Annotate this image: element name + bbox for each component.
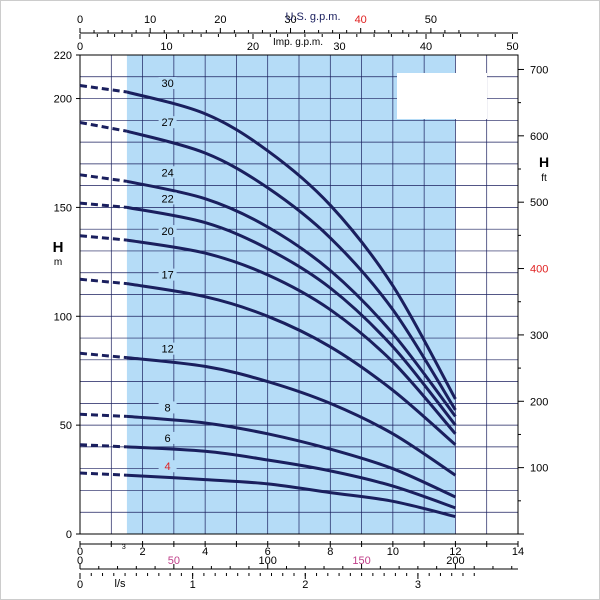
right-tick-label: 200 bbox=[530, 396, 548, 408]
curve-label-12: 12 bbox=[161, 344, 173, 356]
curve-label-bg bbox=[158, 268, 177, 281]
curve-8-dashed bbox=[79, 412, 127, 418]
bottom2-tick-label: 50 bbox=[168, 555, 180, 567]
bottom3-tick-label: 2 bbox=[302, 579, 308, 591]
curve-24 bbox=[126, 179, 457, 418]
bottom1-tick-label: 2 bbox=[140, 546, 146, 558]
top1-axis-label: U.S. g.p.m. bbox=[285, 11, 340, 23]
bottom2-tick-label: 0 bbox=[77, 555, 83, 567]
curve-12 bbox=[126, 356, 457, 477]
left-tick-label: 150 bbox=[54, 202, 72, 214]
bottom3-tick-label: 1 bbox=[190, 579, 196, 591]
curve-label-30: 30 bbox=[161, 78, 173, 90]
left-tick-label: 200 bbox=[54, 94, 72, 106]
plot-frame bbox=[79, 54, 519, 535]
curve-layer: 30 27 24 22 20 17 12 8 6 4 bbox=[79, 77, 457, 519]
top2-axis-label: Imp. g.p.m. bbox=[273, 37, 323, 48]
curve-27-dashed bbox=[79, 121, 128, 133]
curve-label-bg bbox=[158, 192, 177, 205]
right-axis-label: H bbox=[539, 154, 549, 170]
curve-17-dashed bbox=[79, 277, 128, 286]
curve-label-bg bbox=[158, 225, 177, 238]
curve-20-dashed bbox=[79, 234, 128, 242]
top1-tick-label: 20 bbox=[214, 14, 226, 26]
right-tick-label: 100 bbox=[530, 463, 548, 475]
right-tick-label: 600 bbox=[530, 131, 548, 143]
bottom1-tick-label: 12 bbox=[449, 546, 461, 558]
curve-4 bbox=[126, 473, 456, 519]
curve-30 bbox=[126, 90, 457, 400]
curve-label-6: 6 bbox=[165, 433, 171, 445]
right-tick-label: 700 bbox=[530, 64, 548, 76]
legend-blank-box bbox=[397, 73, 487, 119]
curve-17 bbox=[126, 282, 457, 446]
bottom1-tick-label: 8 bbox=[327, 546, 333, 558]
curve-label-bg bbox=[158, 460, 177, 473]
right-tick-label: 500 bbox=[530, 197, 548, 209]
mask-layer bbox=[397, 73, 487, 119]
left-axis-unit: m bbox=[54, 257, 62, 268]
left-tick-label: 100 bbox=[54, 311, 72, 323]
grid-layer bbox=[79, 54, 519, 535]
top1-tick-label: 0 bbox=[77, 14, 83, 26]
curve-4-dashed bbox=[79, 471, 127, 477]
curve-label-20: 20 bbox=[161, 226, 173, 238]
bottom3-axis-unit: l/s bbox=[115, 578, 127, 590]
top1-tick-label: 10 bbox=[144, 14, 156, 26]
curve-label-bg bbox=[158, 116, 177, 129]
bottom1-tick-label: 6 bbox=[265, 546, 271, 558]
top1-tick-label: 50 bbox=[425, 14, 437, 26]
curve-20 bbox=[126, 238, 457, 435]
curve-24-dashed bbox=[79, 173, 128, 183]
left-tick-label: 220 bbox=[54, 50, 72, 62]
top2-tick-label: 0 bbox=[77, 41, 83, 53]
curve-22 bbox=[126, 205, 457, 427]
curve-label-4: 4 bbox=[165, 461, 171, 473]
top2-tick-label: 20 bbox=[247, 41, 259, 53]
left-tick-label: 0 bbox=[66, 529, 72, 541]
bottom1-tick-label: 0 bbox=[77, 546, 83, 558]
curve-label-22: 22 bbox=[161, 193, 173, 205]
top1-tick-label: 30 bbox=[284, 14, 296, 26]
right-tick-label: 300 bbox=[530, 330, 548, 342]
bottom1-tick-label: 14 bbox=[512, 546, 524, 558]
curve-6-dashed bbox=[79, 443, 127, 449]
top2-tick-label: 30 bbox=[333, 41, 345, 53]
top2-tick-label: 40 bbox=[420, 41, 432, 53]
curve-label-17: 17 bbox=[161, 270, 173, 282]
bottom1-tick-label: 3 bbox=[122, 544, 126, 551]
curve-label-24: 24 bbox=[161, 167, 173, 179]
curve-8 bbox=[126, 414, 457, 499]
bottom3-tick-label: 3 bbox=[415, 579, 421, 591]
curve-6 bbox=[126, 445, 456, 510]
curve-label-27: 27 bbox=[161, 117, 173, 129]
bottom2-tick-label: 200 bbox=[446, 555, 464, 567]
curve-label-8: 8 bbox=[165, 402, 171, 414]
curve-label-bg bbox=[158, 401, 177, 414]
top1-tick-label: 40 bbox=[355, 14, 367, 26]
curve-27 bbox=[126, 129, 457, 411]
right-axis-unit: ft bbox=[541, 173, 547, 184]
bottom2-tick-label: 150 bbox=[352, 555, 370, 567]
curve-label-bg bbox=[158, 166, 177, 179]
bottom1-tick-label: 10 bbox=[387, 546, 399, 558]
curve-label-bg bbox=[158, 342, 177, 355]
left-tick-label: 50 bbox=[60, 420, 72, 432]
left-axis-label: H bbox=[53, 239, 64, 256]
bottom2-tick-label: 100 bbox=[259, 555, 277, 567]
top2-tick-label: 50 bbox=[506, 41, 518, 53]
curve-12-dashed bbox=[79, 351, 128, 360]
top2-tick-label: 10 bbox=[160, 41, 172, 53]
curve-22-dashed bbox=[79, 201, 128, 209]
curve-label-bg bbox=[158, 77, 177, 90]
right-tick-label: 400 bbox=[530, 264, 548, 276]
bottom3-tick-label: 0 bbox=[77, 579, 83, 591]
curve-30-dashed bbox=[79, 84, 128, 94]
curve-label-bg bbox=[158, 431, 177, 444]
bottom1-tick-label: 4 bbox=[202, 546, 208, 558]
